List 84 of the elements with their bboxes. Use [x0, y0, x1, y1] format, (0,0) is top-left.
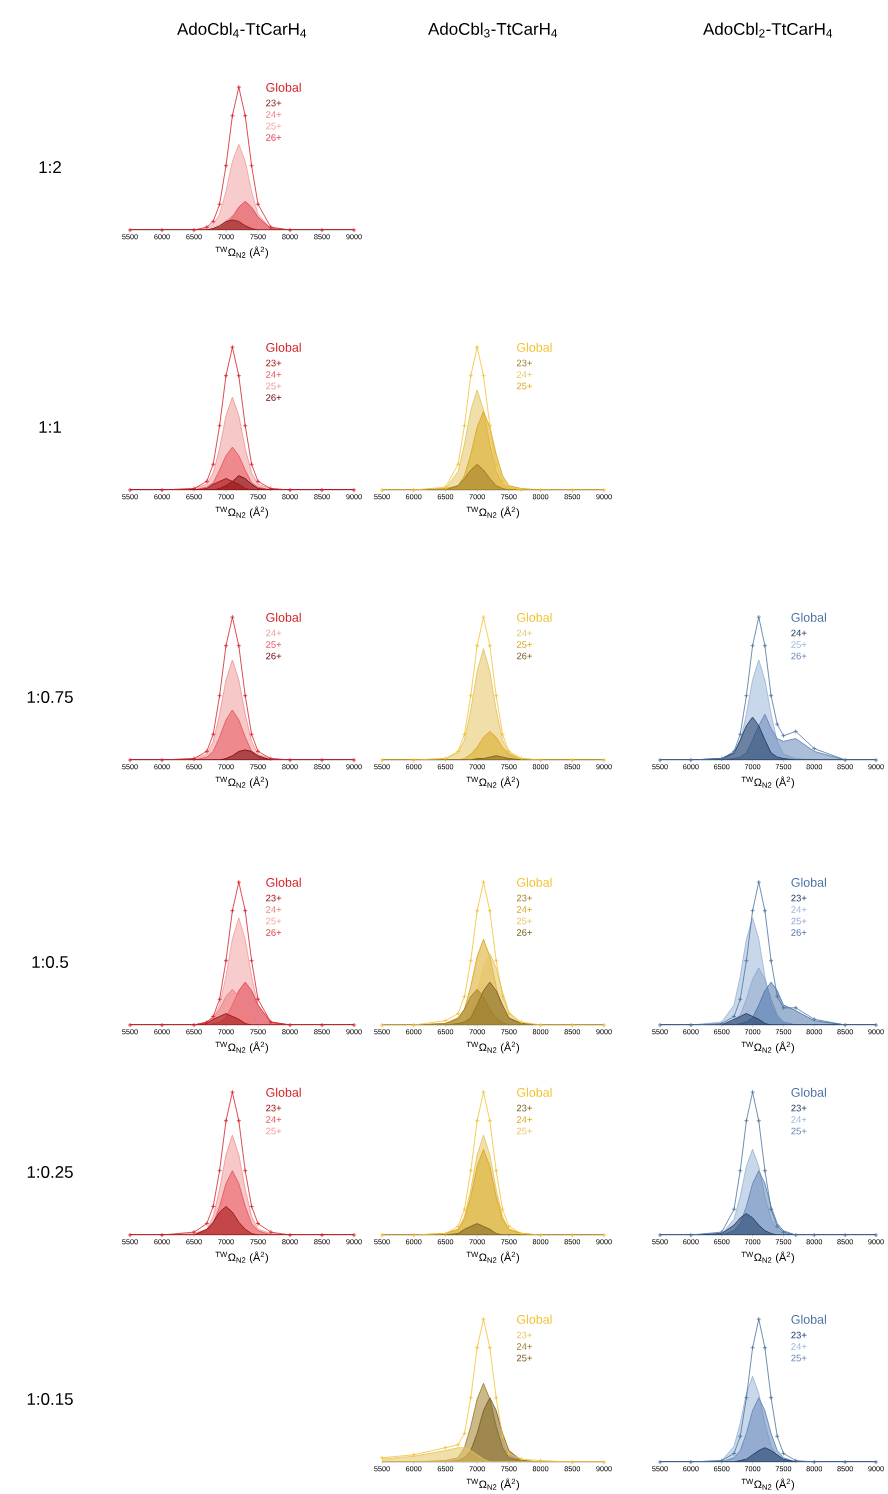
text: Global — [266, 612, 301, 622]
y-axis-title: 1:0.5 — [32, 956, 69, 968]
text: 26+ — [791, 652, 807, 660]
text: 24+ — [516, 1343, 532, 1350]
text: 24+ — [266, 906, 282, 913]
chart-title: AdoCbl$_{2}$-TtCarH$_{4}$ — [703, 22, 833, 38]
x-axis-title: $^{TW}$Ω$_{N2}$ (Å$^{2}$) — [466, 776, 519, 789]
text: 23+ — [266, 1104, 282, 1112]
text: 24+ — [791, 629, 807, 637]
text: 26+ — [516, 929, 532, 936]
x-axis-title: $^{TW}$Ω$_{N2}$ (Å$^{2}$) — [741, 776, 794, 789]
text: 26+ — [791, 929, 807, 936]
x-axis-title: $^{TW}$Ω$_{N2}$ (Å$^{2}$) — [215, 506, 268, 519]
text: Global — [266, 877, 301, 887]
text: 25+ — [266, 382, 282, 390]
x-axis-title: $^{TW}$Ω$_{N2}$ (Å$^{2}$) — [466, 1041, 519, 1054]
text: 24+ — [791, 906, 807, 913]
text: 24+ — [266, 629, 282, 637]
text: 24+ — [791, 1343, 807, 1350]
x-axis-title: $^{TW}$Ω$_{N2}$ (Å$^{2}$) — [741, 1041, 794, 1054]
text: Global — [517, 342, 552, 352]
text: Global — [791, 612, 826, 622]
text: Global — [517, 1314, 552, 1324]
text: Global — [791, 877, 826, 887]
text: 24+ — [266, 371, 282, 378]
text: 25+ — [791, 641, 807, 648]
y-axis-title: 1:0.25 — [27, 1166, 73, 1178]
text: Global — [791, 1087, 826, 1097]
text: 25+ — [516, 917, 532, 925]
text: 23+ — [791, 1331, 807, 1339]
text: 25+ — [266, 641, 282, 648]
x-axis-title: $^{TW}$Ω$_{N2}$ (Å$^{2}$) — [215, 776, 268, 789]
x-axis-title: $^{TW}$Ω$_{N2}$ (Å$^{2}$) — [741, 1251, 794, 1264]
text: 25+ — [516, 641, 532, 648]
text: 25+ — [516, 382, 532, 390]
text: 25+ — [266, 1127, 282, 1135]
text: Global — [517, 612, 552, 622]
text: 25+ — [791, 917, 807, 925]
y-axis-title: 1:0.75 — [27, 690, 73, 703]
y-axis-title: 1:0.15 — [27, 1393, 73, 1405]
text: 26+ — [266, 929, 282, 936]
text: 25+ — [266, 917, 282, 925]
text: Global — [266, 82, 301, 92]
text: 23+ — [266, 894, 282, 902]
text: 23+ — [516, 1331, 532, 1339]
text: Global — [517, 1087, 552, 1097]
text: 23+ — [516, 359, 532, 367]
chart-title: AdoCbl$_{4}$-TtCarH$_{4}$ — [177, 22, 307, 38]
text: 26+ — [266, 134, 282, 141]
y-axis-title: 1:1 — [39, 421, 61, 433]
text: 23+ — [516, 1104, 532, 1112]
text: 24+ — [266, 1116, 282, 1123]
text: 24+ — [516, 629, 532, 637]
x-axis-title: $^{TW}$Ω$_{N2}$ (Å$^{2}$) — [215, 1251, 268, 1264]
chart-title: AdoCbl$_{3}$-TtCarH$_{4}$ — [428, 22, 558, 38]
text: Global — [791, 1314, 826, 1324]
text: 26+ — [516, 652, 532, 660]
x-axis-title: $^{TW}$Ω$_{N2}$ (Å$^{2}$) — [466, 506, 519, 519]
text: 24+ — [516, 371, 532, 378]
text: 25+ — [516, 1127, 532, 1135]
x-axis-title: $^{TW}$Ω$_{N2}$ (Å$^{2}$) — [466, 1478, 519, 1491]
text: 23+ — [266, 359, 282, 367]
text: Global — [266, 1087, 301, 1097]
text: 23+ — [791, 1104, 807, 1112]
text: Global — [517, 877, 552, 887]
text: 24+ — [516, 1116, 532, 1123]
text: 23+ — [266, 99, 282, 107]
x-axis-title: $^{TW}$Ω$_{N2}$ (Å$^{2}$) — [215, 1041, 268, 1054]
x-axis-title: $^{TW}$Ω$_{N2}$ (Å$^{2}$) — [741, 1478, 794, 1491]
text: 26+ — [266, 394, 282, 401]
text: 26+ — [266, 652, 282, 660]
text: 24+ — [516, 906, 532, 913]
text: 24+ — [266, 111, 282, 118]
text: 23+ — [516, 894, 532, 902]
text: 24+ — [791, 1116, 807, 1123]
text: 25+ — [791, 1127, 807, 1135]
text: 23+ — [791, 894, 807, 902]
text: 25+ — [791, 1354, 807, 1362]
text: 25+ — [266, 122, 282, 130]
y-axis-title: 1:2 — [39, 161, 61, 173]
x-axis-title: $^{TW}$Ω$_{N2}$ (Å$^{2}$) — [215, 246, 268, 259]
text: 25+ — [516, 1354, 532, 1362]
text: Global — [266, 342, 301, 352]
x-axis-title: $^{TW}$Ω$_{N2}$ (Å$^{2}$) — [466, 1251, 519, 1264]
